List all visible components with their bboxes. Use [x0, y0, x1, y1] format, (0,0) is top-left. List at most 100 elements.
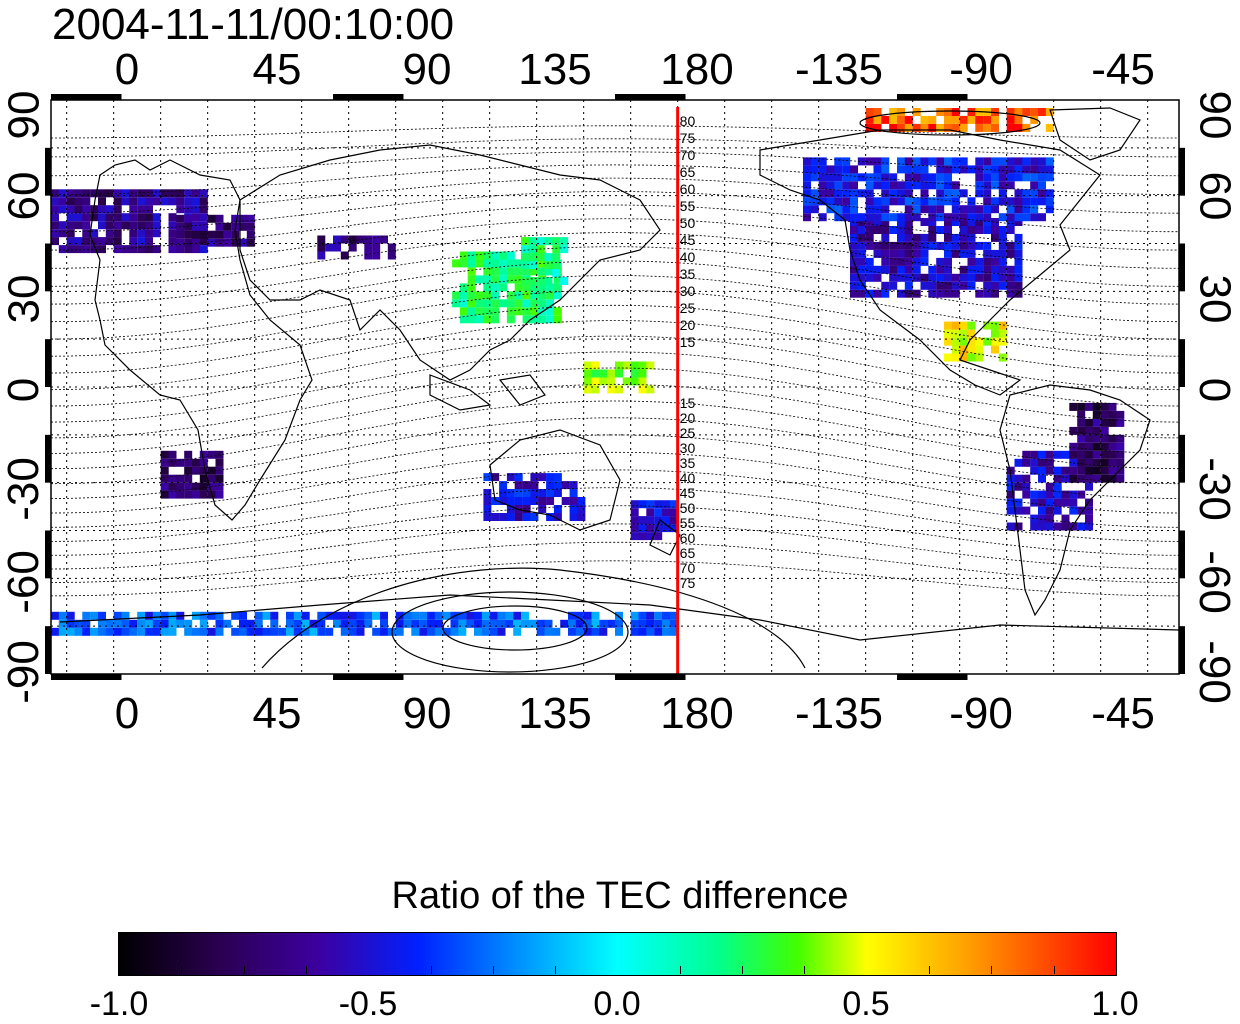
tec-cell [1085, 434, 1093, 443]
tec-cell [842, 197, 851, 206]
tec-cell [569, 497, 578, 505]
tec-cell [199, 619, 208, 628]
tec-cell [991, 205, 999, 214]
tec-cell [638, 524, 647, 533]
tec-cell [129, 619, 138, 628]
tec-cell [991, 281, 999, 290]
tec-cell [850, 181, 858, 190]
tec-cell [881, 241, 890, 250]
frame-tick-top [51, 94, 122, 100]
contour-line [51, 523, 1179, 570]
tec-cell [951, 353, 960, 362]
tec-cell [818, 181, 827, 190]
tec-cell [803, 213, 811, 222]
tec-cell [1006, 289, 1015, 298]
tec-cell [1006, 213, 1015, 222]
tec-cell [458, 619, 467, 628]
tec-cell [231, 627, 240, 636]
tec-cell [975, 218, 984, 226]
tec-cell [333, 611, 341, 620]
tec-cell [1108, 458, 1117, 467]
contour-line [51, 320, 1179, 391]
tec-cell [199, 466, 208, 475]
tec-cell [920, 257, 929, 266]
tec-cell [530, 315, 539, 324]
tec-cell [1116, 466, 1125, 475]
tec-cell [865, 197, 874, 206]
tec-cell [105, 205, 114, 214]
tec-cell [553, 505, 562, 513]
tec-cell [983, 265, 992, 274]
tec-cell [662, 516, 670, 525]
tec-cell [546, 513, 555, 521]
tec-cell [928, 241, 937, 250]
tec-cell [506, 505, 515, 513]
tec-cell [865, 257, 874, 266]
tec-cell [850, 173, 858, 182]
tec-cell [1100, 402, 1109, 411]
tec-cell [176, 619, 185, 628]
tec-cell [850, 197, 858, 206]
tec-cell [1006, 522, 1015, 531]
tec-cell [959, 273, 968, 282]
tec-cell [654, 611, 663, 620]
tec-cell [1045, 173, 1054, 182]
tec-cell [544, 277, 553, 285]
tec-cell [897, 181, 905, 190]
tec-cell [1092, 458, 1101, 467]
tec-cell [569, 481, 578, 490]
tec-cell [340, 235, 349, 244]
tec-cell [82, 221, 91, 230]
tec-cell [928, 115, 937, 124]
tec-cell [959, 226, 968, 234]
colorbar-minor-tick [929, 966, 931, 974]
tec-cell [293, 627, 302, 636]
tec-cell [1038, 108, 1046, 116]
colorbar-label: 0.5 [842, 985, 890, 1023]
tec-cell [842, 165, 851, 174]
tec-cell [1077, 458, 1086, 467]
tec-cell [826, 189, 835, 198]
tec-cell [58, 221, 67, 230]
tec-cell [842, 173, 851, 182]
tec-cell [491, 267, 500, 276]
tec-cell [944, 197, 952, 206]
tec-cell [521, 277, 529, 285]
tec-cell [459, 291, 468, 300]
tec-cell [66, 221, 75, 230]
tec-cell [1038, 522, 1046, 531]
tec-cell [889, 273, 898, 282]
tec-cell [951, 108, 960, 116]
tec-cell [176, 197, 185, 206]
tec-cell [1108, 434, 1117, 443]
top-tick-label: 180 [660, 45, 734, 94]
tec-cell [483, 267, 492, 276]
tec-cell [654, 516, 663, 525]
tec-cell [850, 205, 858, 214]
tec-cell [1030, 490, 1039, 499]
tec-cell [530, 307, 539, 316]
tec-cell [998, 273, 1007, 282]
contour-line [51, 487, 1179, 542]
tec-cell [364, 251, 373, 260]
tec-cell [1045, 498, 1054, 507]
tec-cell [129, 197, 138, 206]
tec-cell [959, 345, 968, 354]
tec-cell [998, 226, 1007, 234]
contour-line [51, 218, 1179, 269]
tec-cell [928, 273, 937, 282]
tec-cell [467, 283, 476, 292]
tec-cell [176, 458, 185, 467]
colorbar-minor-tick [305, 966, 307, 974]
tec-cell [865, 213, 874, 222]
tec-cell [521, 237, 529, 246]
tec-cell [145, 205, 153, 214]
tec-cell [607, 385, 616, 394]
tec-cell [834, 205, 843, 214]
tec-cell [1038, 498, 1046, 507]
tec-cell [991, 197, 999, 206]
tec-cell [506, 489, 515, 497]
tec-cell [881, 249, 890, 258]
tec-cell [912, 123, 921, 132]
tec-cell [419, 619, 428, 628]
